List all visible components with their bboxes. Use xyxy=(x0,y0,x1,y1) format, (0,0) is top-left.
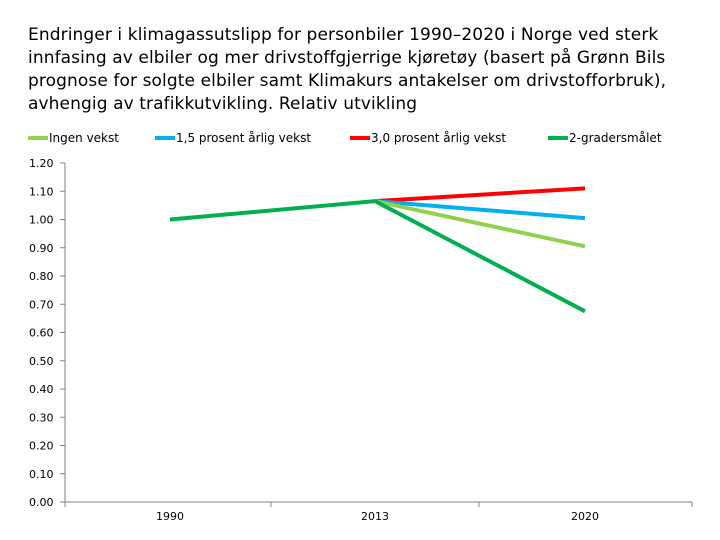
y-tick-label: 0.20 xyxy=(29,440,54,453)
x-tick-label: 2013 xyxy=(361,510,389,523)
y-tick-label: 1.00 xyxy=(29,214,54,227)
y-tick-label: 0.50 xyxy=(29,355,54,368)
series-line-2 xyxy=(374,186,586,204)
legend-label: 1,5 prosent årlig vekst xyxy=(176,131,311,145)
legend-item-2: 3,0 prosent årlig vekst xyxy=(350,131,506,145)
series-line-3 xyxy=(169,199,586,314)
plot-area xyxy=(169,186,586,314)
y-tick-label: 0.40 xyxy=(29,383,54,396)
legend-item-0: Ingen vekst xyxy=(28,131,119,145)
y-tick-label: 0.10 xyxy=(29,468,54,481)
legend: Ingen vekst 1,5 prosent årlig vekst 3,0 pr… xyxy=(28,131,662,145)
legend-item-1: 1,5 prosent årlig vekst xyxy=(155,131,311,145)
legend-item-3: 2-gradersmålet xyxy=(548,131,662,145)
x-axis: 1990 2013 2020 xyxy=(64,501,693,523)
y-tick-label: 1.10 xyxy=(29,185,54,198)
legend-label: 2-gradersmålet xyxy=(569,131,662,145)
y-tick-label: 0.00 xyxy=(29,496,54,509)
y-tick-label: 0.90 xyxy=(29,242,54,255)
y-tick-label: 0.60 xyxy=(29,327,54,340)
series-line-0 xyxy=(374,199,586,249)
y-tick-label: 0.80 xyxy=(29,270,54,283)
y-tick-label: 1.20 xyxy=(29,157,54,170)
y-tick-label: 0.30 xyxy=(29,411,54,424)
series-line-1 xyxy=(374,199,586,221)
y-axis: 0.00 0.10 0.20 0.30 0.40 0.50 0.60 0.70 0.80 0.90… xyxy=(29,157,66,509)
chart-title: Endringer i klimagassutslipp for personb… xyxy=(28,25,667,114)
x-tick-label: 2020 xyxy=(571,510,599,523)
legend-label: Ingen vekst xyxy=(49,131,119,145)
legend-label: 3,0 prosent årlig vekst xyxy=(371,131,506,145)
y-tick-label: 0.70 xyxy=(29,298,54,311)
x-tick-label: 1990 xyxy=(156,510,184,523)
